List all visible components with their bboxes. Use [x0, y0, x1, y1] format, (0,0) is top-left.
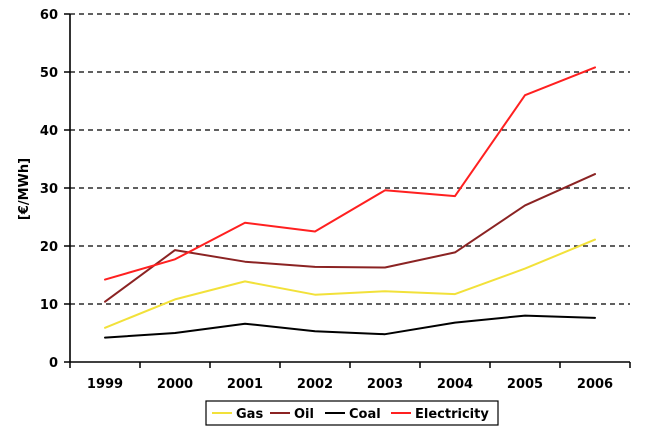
y-tick-label: 40 — [40, 124, 58, 139]
grid-layer — [70, 13, 630, 305]
x-tick-label: 2001 — [227, 377, 263, 392]
legend-label-oil: Oil — [294, 407, 314, 422]
x-tick-label: 2006 — [577, 377, 613, 392]
series-line-coal — [104, 314, 596, 339]
legend: Gas Oil Coal Electricity — [205, 400, 499, 426]
y-tick-label: 50 — [40, 66, 58, 81]
legend-label-coal: Coal — [349, 407, 381, 422]
series-line-oil — [104, 173, 596, 303]
y-tick-label: 0 — [49, 356, 58, 371]
series-line-electricity — [104, 66, 596, 281]
legend-label-electricity: Electricity — [415, 407, 489, 422]
y-axis-label: [€/MWh] — [17, 158, 32, 220]
y-tick-label: 20 — [40, 240, 58, 255]
legend-box — [205, 400, 499, 426]
legend-label-gas: Gas — [236, 407, 263, 422]
y-tick-label: 60 — [40, 8, 58, 23]
x-tick-label: 2002 — [297, 377, 333, 392]
series-line-gas — [104, 238, 596, 329]
label-layer: [€/MWh] 0 10 20 30 40 50 60 1999 2000 2001 2002 200… — [17, 8, 613, 392]
x-tick-label: 2004 — [437, 377, 473, 392]
y-tick-label: 10 — [40, 298, 58, 313]
x-tick-label: 2000 — [157, 377, 193, 392]
x-tick-label: 2005 — [507, 377, 543, 392]
series-layer — [104, 66, 596, 339]
x-tick-label: 1999 — [87, 377, 123, 392]
axis-layer — [64, 13, 631, 368]
x-tick-label: 2003 — [367, 377, 403, 392]
y-tick-label: 30 — [40, 182, 58, 197]
